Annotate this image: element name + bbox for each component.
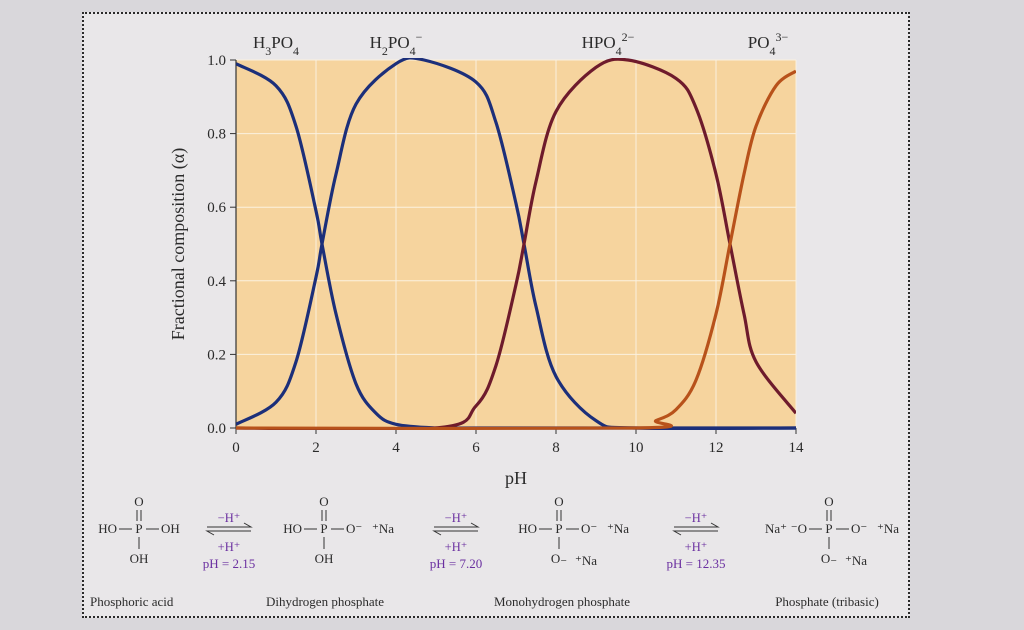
species-header: H3PO4 <box>253 33 299 58</box>
phosphorus-atom: P <box>825 521 832 536</box>
compound-name: Phosphoric acid <box>90 594 174 609</box>
series-line-1 <box>236 58 796 430</box>
counter-ion: ⁺Na <box>607 521 629 536</box>
forward-arrow <box>674 522 720 528</box>
reverse-label: +H⁺ <box>445 540 468 554</box>
series-line-3 <box>236 69 796 430</box>
x-tick-label: 4 <box>392 440 400 456</box>
y-tick-label: 0.8 <box>207 127 226 143</box>
bottom-group: OH <box>130 551 149 566</box>
x-tick-label: 12 <box>709 440 724 456</box>
phosphorus-atom: P <box>320 521 327 536</box>
left-group: HO <box>518 521 537 536</box>
left-group: ⁻O <box>791 521 807 536</box>
reverse-label: +H⁺ <box>685 540 708 554</box>
compound-name: Dihydrogen phosphate <box>266 594 384 609</box>
x-tick-label: 0 <box>232 440 240 456</box>
phosphorus-atom: P <box>135 521 142 536</box>
counter-ion: ⁺Na <box>372 521 394 536</box>
oxo-oxygen: O <box>319 494 328 509</box>
oxo-oxygen: O <box>134 494 143 509</box>
y-tick-label: 0.0 <box>207 421 226 437</box>
forward-arrow <box>434 522 480 528</box>
x-axis-title: pH <box>505 468 527 488</box>
x-tick-label: 6 <box>472 440 480 456</box>
y-tick-label: 1.0 <box>207 53 226 69</box>
bottom-group: OH <box>315 551 334 566</box>
right-group: O⁻ <box>581 521 597 536</box>
counter-ion: ⁺Na <box>877 521 899 536</box>
species-header: HPO42− <box>582 30 635 58</box>
reverse-arrow <box>205 530 251 536</box>
x-tick-label: 14 <box>789 440 805 456</box>
forward-label: −H⁺ <box>445 511 468 525</box>
bottom-group: O₋ <box>551 551 567 566</box>
y-tick-label: 0.2 <box>207 347 226 363</box>
species-header: H2PO4− <box>370 30 423 58</box>
forward-label: −H⁺ <box>218 511 241 525</box>
x-tick-label: 8 <box>552 440 560 456</box>
oxo-oxygen: O <box>824 494 833 509</box>
pka-label: pH = 7.20 <box>430 556 482 571</box>
phosphorus-atom: P <box>555 521 562 536</box>
forward-arrow <box>207 522 253 528</box>
y-axis-title: Fractional composition (α) <box>168 148 189 340</box>
right-group: O⁻ <box>851 521 867 536</box>
counter-ion: ⁺Na <box>575 553 597 568</box>
plot-area <box>236 60 796 428</box>
compound-name: Monohydrogen phosphate <box>494 594 630 609</box>
left-group: HO <box>283 521 302 536</box>
counter-ion: ⁺Na <box>845 553 867 568</box>
forward-label: −H⁺ <box>685 511 708 525</box>
x-tick-label: 2 <box>312 440 320 456</box>
counter-ion: Na⁺ <box>765 521 787 536</box>
compound-name: Phosphate (tribasic) <box>775 594 879 609</box>
reverse-arrow <box>432 530 478 536</box>
series-line-2 <box>236 58 796 430</box>
pka-label: pH = 2.15 <box>203 556 255 571</box>
reverse-arrow <box>672 530 718 536</box>
fractional-composition-chart: 0 2 4 6 8 10 12 14 0.0 0.2 0.4 0.6 0.8 1.0 pH Fractiona… <box>90 30 899 609</box>
x-tick-label: 10 <box>629 440 644 456</box>
pka-label: pH = 12.35 <box>667 556 726 571</box>
figure-panel: 0 2 4 6 8 10 12 14 0.0 0.2 0.4 0.6 0.8 1.0 pH Fractiona… <box>82 12 910 618</box>
y-tick-label: 0.4 <box>207 274 226 290</box>
right-group: OH <box>161 521 180 536</box>
left-group: HO <box>98 521 117 536</box>
y-tick-label: 0.6 <box>207 200 226 216</box>
oxo-oxygen: O <box>554 494 563 509</box>
reverse-label: +H⁺ <box>218 540 241 554</box>
right-group: O⁻ <box>346 521 362 536</box>
species-header: PO43− <box>748 30 789 58</box>
bottom-group: O₋ <box>821 551 837 566</box>
